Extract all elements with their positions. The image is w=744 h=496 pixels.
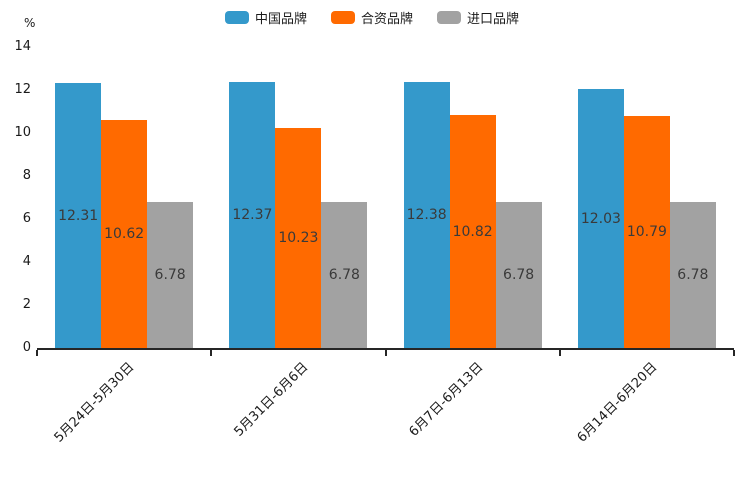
y-tick-label: 4 xyxy=(22,254,31,269)
bar-value-label: 12.38 xyxy=(406,206,447,223)
y-tick-label: 14 xyxy=(14,39,31,54)
bar-中国品牌: 12.31 xyxy=(55,83,102,348)
bar-value-label: 10.62 xyxy=(104,225,145,242)
legend-label: 合资品牌 xyxy=(360,12,413,27)
bar-group: 12.38 10.82 6.78 xyxy=(386,47,560,348)
legend-swatch-orange-icon xyxy=(330,11,355,24)
x-axis-tick xyxy=(36,350,38,356)
legend-item-joint-venture-brand: 合资品牌 xyxy=(330,8,413,27)
bar-value-label: 6.78 xyxy=(677,267,709,284)
bar-进口品牌: 6.78 xyxy=(321,202,368,348)
x-axis-tick xyxy=(558,350,561,356)
legend-item-china-brand: 中国品牌 xyxy=(224,8,307,27)
bar-value-label: 6.78 xyxy=(154,267,186,284)
x-tick-label: 6月14日-6月20日 xyxy=(574,359,661,446)
bar-group: 12.37 10.23 6.78 xyxy=(211,47,385,348)
bar-value-label: 10.82 xyxy=(452,223,493,240)
bar-进口品牌: 6.78 xyxy=(669,202,716,348)
bar-合资品牌: 10.23 xyxy=(275,128,322,348)
y-tick-label: 2 xyxy=(22,297,31,312)
bar-group: 12.03 10.79 6.78 xyxy=(560,47,734,348)
bar-进口品牌: 6.78 xyxy=(495,202,542,348)
y-tick-label: 10 xyxy=(14,125,31,140)
legend-item-imported-brand: 进口品牌 xyxy=(437,8,519,27)
x-tick-label: 5月24日-5月30日 xyxy=(51,359,138,446)
bar-value-label: 12.31 xyxy=(58,207,99,224)
bar-value-label: 6.78 xyxy=(328,267,360,284)
y-tick-label: 6 xyxy=(22,211,31,226)
bar-value-label: 10.23 xyxy=(278,230,319,247)
bar-合资品牌: 10.82 xyxy=(449,115,496,348)
bar-中国品牌: 12.03 xyxy=(577,89,624,348)
bar-中国品牌: 12.38 xyxy=(403,81,450,348)
bar-进口品牌: 6.78 xyxy=(147,202,194,348)
x-axis-tick xyxy=(733,350,735,356)
x-axis-tick xyxy=(210,350,213,356)
bar-value-label: 12.03 xyxy=(580,210,621,227)
y-tick-label: 0 xyxy=(22,340,31,355)
bar-合资品牌: 10.79 xyxy=(623,116,670,348)
y-tick-label: 12 xyxy=(14,82,31,97)
bar-中国品牌: 12.37 xyxy=(229,82,276,348)
plot-area: 12.31 10.62 6.78 12.37 10.23 6.78 12.38 10.82 6.… xyxy=(36,47,735,356)
bar-value-label: 6.78 xyxy=(503,267,535,284)
legend: 中国品牌 合资品牌 进口品牌 xyxy=(0,8,744,27)
x-tick-label: 6月7日-6月13日 xyxy=(406,359,487,440)
legend-swatch-gray-icon xyxy=(437,11,461,24)
y-axis-unit-label: % xyxy=(24,16,36,30)
bar-value-label: 10.79 xyxy=(626,224,667,240)
legend-label: 中国品牌 xyxy=(254,12,307,27)
bar-value-label: 12.37 xyxy=(232,207,273,224)
y-tick-label: 8 xyxy=(22,168,31,183)
legend-swatch-blue-icon xyxy=(224,11,249,24)
legend-label: 进口品牌 xyxy=(467,12,520,27)
bar-group: 12.31 10.62 6.78 xyxy=(37,47,211,348)
x-axis-tick xyxy=(384,350,387,356)
x-tick-label: 5月31日-6月6日 xyxy=(231,359,312,440)
bar-合资品牌: 10.62 xyxy=(101,119,148,348)
